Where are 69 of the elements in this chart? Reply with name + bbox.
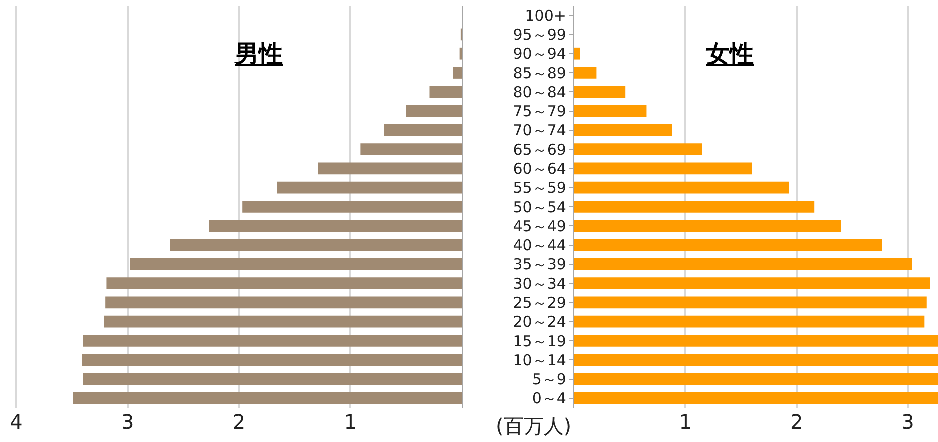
x-tick-label: 3 — [902, 410, 914, 434]
bar — [574, 239, 882, 252]
bar — [574, 48, 580, 60]
bar — [574, 296, 927, 309]
bar — [83, 335, 462, 347]
y-tick-label: 60～64 — [513, 160, 566, 178]
x-tick-label: 2 — [790, 410, 804, 434]
y-tick-label: 75～79 — [513, 102, 566, 121]
bar — [106, 296, 462, 309]
bar — [574, 335, 938, 347]
bar — [574, 220, 842, 232]
bar — [453, 67, 462, 79]
text: 女性 — [705, 40, 754, 68]
bar — [242, 201, 462, 213]
bar — [574, 124, 672, 136]
y-tick-label: 35～39 — [513, 256, 566, 274]
text: 男性 — [234, 40, 283, 68]
bar — [82, 354, 462, 366]
bar — [574, 201, 815, 213]
bar — [73, 392, 462, 404]
bar — [277, 182, 462, 194]
y-tick-label: 85～89 — [513, 64, 566, 82]
y-tick-label: 5～9 — [532, 370, 566, 389]
y-tick-label: 0～4 — [532, 390, 566, 408]
y-tick-label: 100+ — [525, 6, 566, 25]
bar — [360, 144, 462, 156]
y-tick-label: 95～99 — [513, 26, 566, 44]
x-tick-label: 1 — [344, 410, 358, 434]
bar — [574, 86, 626, 98]
y-tick-label: 65～69 — [513, 140, 566, 159]
y-tick-label: 40～44 — [513, 236, 566, 255]
bar — [574, 258, 912, 270]
x-tick-label: 4 — [10, 410, 23, 434]
y-tick-label: 80～84 — [513, 83, 566, 102]
bar — [318, 162, 462, 175]
bar — [574, 105, 647, 118]
y-tick-label: 30～34 — [513, 274, 566, 293]
y-tick-label: 10～14 — [513, 351, 566, 370]
bar — [574, 278, 930, 290]
y-tick-label: 15～19 — [513, 332, 566, 350]
bar — [384, 124, 462, 136]
bar — [83, 373, 462, 386]
bar — [574, 182, 790, 194]
y-tick-label: 45～49 — [513, 217, 566, 236]
bar — [574, 373, 938, 386]
x-axis-title: (百万人) — [496, 414, 572, 438]
y-tick-label: 55～59 — [513, 179, 566, 198]
bar — [130, 258, 462, 270]
x-tick-label: 2 — [232, 410, 246, 434]
x-tick-label: 1 — [679, 410, 692, 434]
bar — [406, 105, 462, 118]
bar — [574, 144, 702, 156]
bar — [574, 354, 938, 366]
bar — [574, 67, 597, 79]
y-tick-label: 50～54 — [513, 198, 566, 216]
y-tick-label: 20～24 — [513, 313, 566, 332]
bar — [170, 239, 462, 252]
y-tick-label: 70～74 — [513, 122, 566, 140]
bar — [460, 48, 462, 60]
bar — [574, 392, 938, 404]
bar — [574, 162, 752, 175]
bar — [106, 278, 462, 290]
bar — [104, 316, 462, 328]
y-tick-label: 90～94 — [513, 45, 566, 64]
bar — [574, 316, 925, 328]
y-tick-label: 25～29 — [513, 294, 566, 312]
bar — [209, 220, 462, 232]
x-tick-label: 3 — [122, 410, 134, 434]
bar — [430, 86, 462, 98]
